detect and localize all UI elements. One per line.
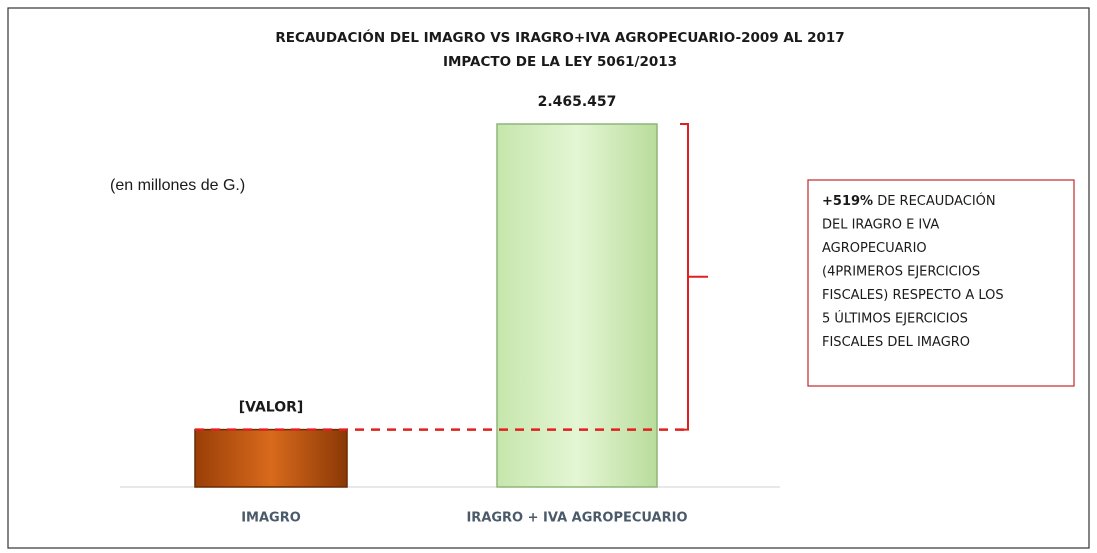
chart-title: IMPACTO DE LA LEY 5061/2013 <box>443 54 677 70</box>
annotation-text: FISCALES DEL IMAGRO <box>822 335 970 350</box>
annotation-line: 5 ÚLTIMOS EJERCICIOS <box>822 310 968 326</box>
annotation-text: (4PRIMEROS EJERCICIOS <box>822 264 980 279</box>
annotation-text: +519% DE RECAUDACIÓN <box>822 193 996 209</box>
annotation-text: 5 ÚLTIMOS EJERCICIOS <box>822 310 968 326</box>
annotation-box <box>807 179 1075 387</box>
annotation-text: AGROPECUARIO <box>822 241 927 256</box>
subtitle: (en millones de G.) <box>110 177 245 194</box>
annotation-line: (4PRIMEROS EJERCICIOS <box>822 264 980 279</box>
x-tick-label: IRAGRO + IVA AGROPECUARIO <box>466 511 687 526</box>
annotation-text: FISCALES) RESPECTO A LOS <box>822 288 1004 303</box>
annotation-line: FISCALES DEL IMAGRO <box>822 335 970 350</box>
annotation-highlight: +519% <box>822 194 873 209</box>
bar <box>194 428 348 488</box>
chart-title: RECAUDACIÓN DEL IMAGRO VS IRAGRO+IVA AGR… <box>275 28 844 46</box>
annotation-text: DEL IRAGRO E IVA <box>822 217 939 232</box>
bracket <box>680 123 708 431</box>
annotation-line: DE RECAUDACIÓN <box>877 193 995 209</box>
bar <box>496 123 658 488</box>
annotation-line: AGROPECUARIO <box>822 241 927 256</box>
value-label: 2.465.457 <box>538 94 617 110</box>
x-tick-label: IMAGRO <box>241 511 301 526</box>
value-label: [VALOR] <box>239 400 304 416</box>
annotation-line: FISCALES) RESPECTO A LOS <box>822 288 1004 303</box>
annotation-line: DEL IRAGRO E IVA <box>822 217 939 232</box>
